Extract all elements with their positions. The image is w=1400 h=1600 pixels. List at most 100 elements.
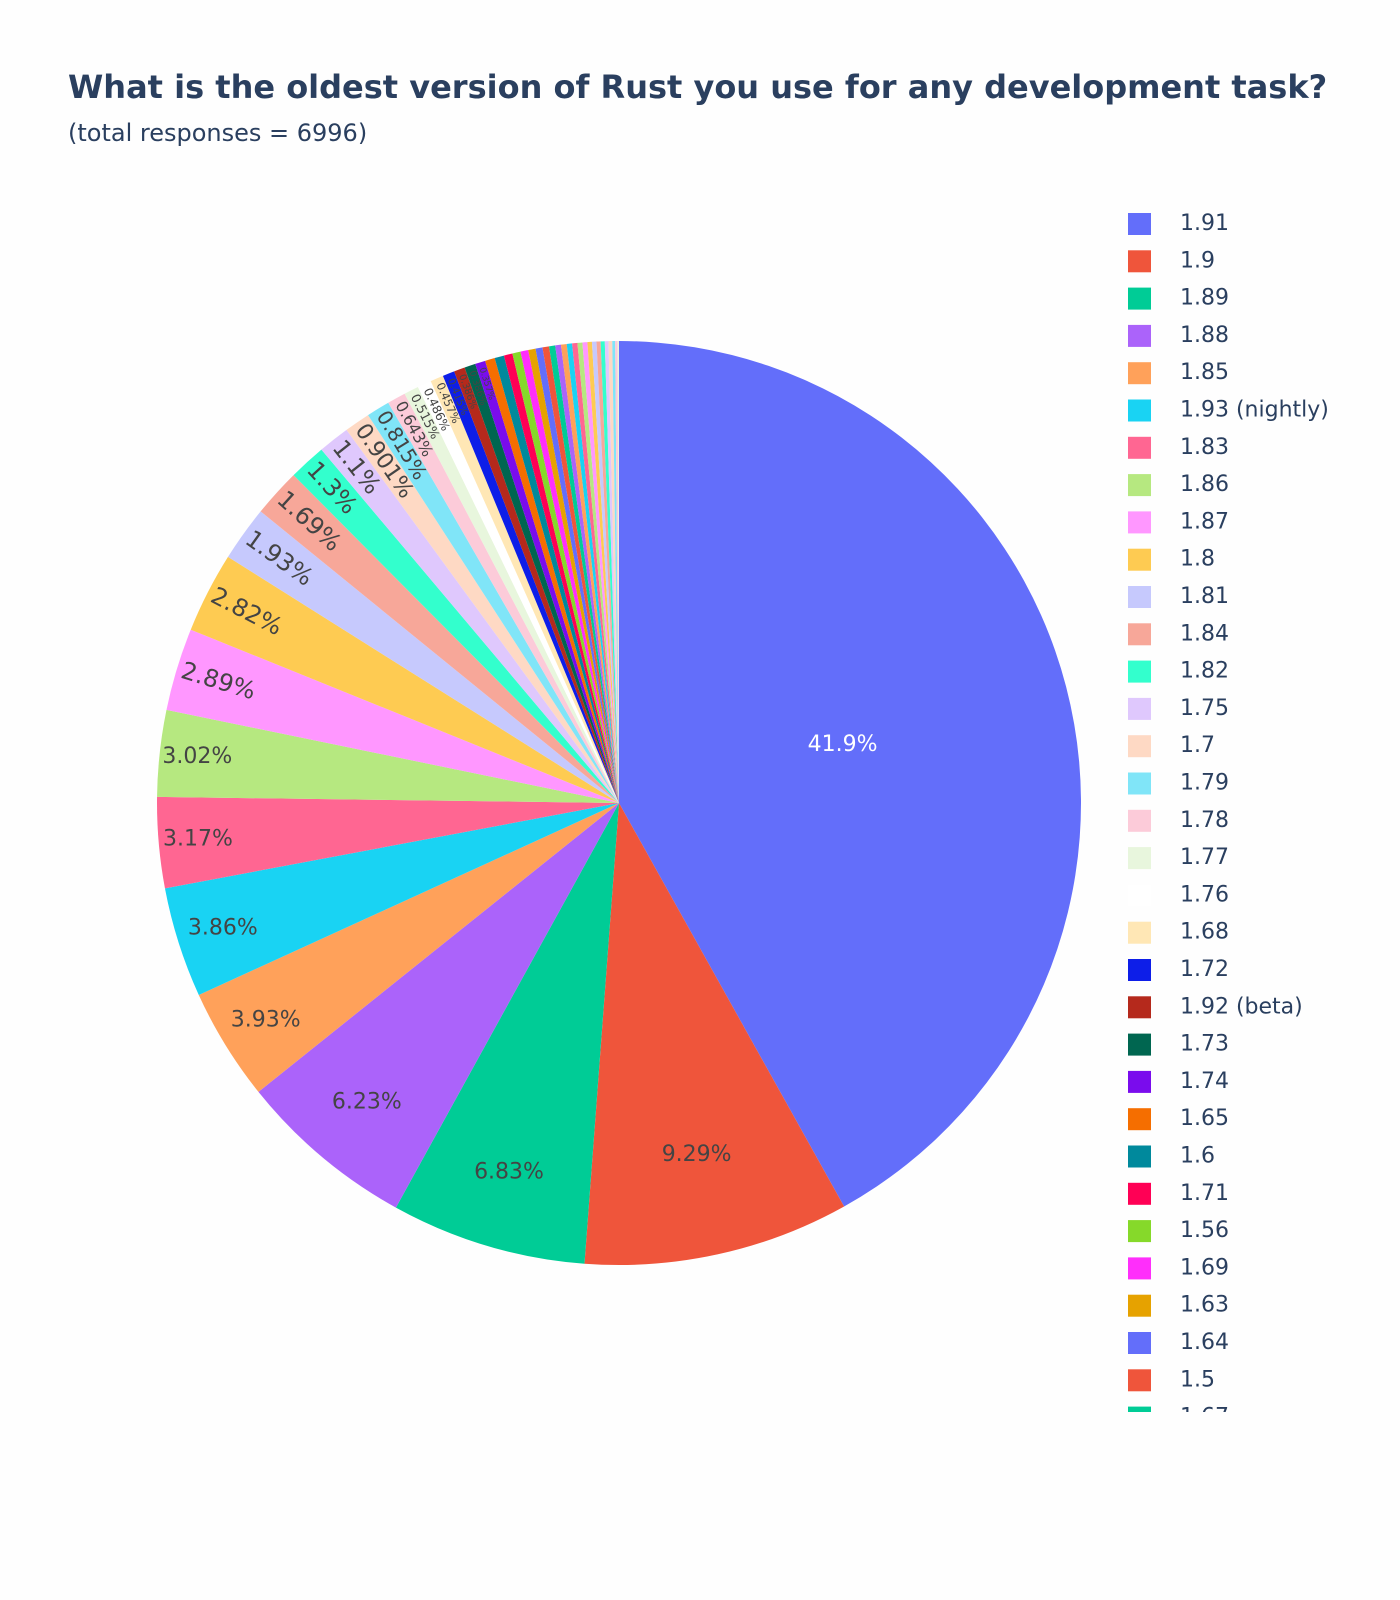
slice-label: 3.93%	[231, 1008, 301, 1033]
legend-label: 1.5	[1180, 1367, 1215, 1392]
legend-label: 1.89	[1180, 286, 1229, 311]
pie-slice	[617, 341, 619, 803]
legend-swatch	[1128, 474, 1151, 497]
pie-slice	[535, 347, 619, 803]
pie-slice	[520, 350, 619, 803]
legend-swatch	[1128, 362, 1151, 385]
legend-swatch	[1128, 548, 1151, 571]
pie-slice	[454, 367, 619, 803]
legend-swatch	[1128, 1257, 1151, 1280]
pie: 41.9% 9.29% 6.83% 6.23% 3.93% 3.86% 3.17% 3.02%…	[157, 341, 1081, 1265]
legend-swatch	[1128, 324, 1151, 347]
legend-swatch	[1128, 735, 1151, 758]
pie-slice	[442, 371, 619, 803]
pie-slice	[190, 556, 619, 803]
legend-swatch	[1128, 1369, 1151, 1392]
pie-slice	[258, 803, 619, 1208]
legend-label: 1.68	[1180, 920, 1229, 945]
slice-label: 3.86%	[188, 916, 258, 941]
slice-label: 6.83%	[474, 1159, 544, 1184]
pie-slice	[321, 429, 619, 803]
legend-swatch	[1128, 250, 1151, 273]
pie-slice	[464, 363, 619, 803]
legend-swatch	[1128, 1033, 1151, 1056]
legend-swatch	[1128, 660, 1151, 683]
legend-swatch	[1128, 809, 1151, 832]
legend-swatch	[1128, 586, 1151, 608]
legend-label: 1.6	[1180, 1144, 1215, 1169]
legend-label: 1.91	[1180, 211, 1229, 236]
pie-slice	[166, 629, 619, 803]
legend-swatch	[1128, 287, 1151, 310]
pie-slice	[619, 341, 1081, 1207]
pie-slice	[577, 342, 619, 803]
pie-slice	[604, 341, 619, 803]
legend-label: 1.69	[1180, 1255, 1229, 1280]
legend-label: 1.82	[1180, 659, 1229, 684]
pie-slice	[430, 375, 619, 803]
legend-label: 1.72	[1180, 957, 1229, 982]
pie-slice	[542, 346, 619, 803]
legend-swatch	[1128, 697, 1151, 720]
legend-label: 1.93 (nightly)	[1180, 398, 1329, 423]
chart-title: What is the oldest version of Rust you u…	[68, 68, 1327, 106]
legend-label: 1.78	[1180, 808, 1229, 833]
legend-label: 1.84	[1180, 621, 1229, 646]
legend-swatch	[1128, 1182, 1151, 1205]
legend-label: 1.83	[1180, 435, 1229, 460]
legend: 1.91 1.9 1.89 1.88 1.85 1.93 (nightly) 1.83 1.8…	[1128, 211, 1329, 1430]
pie-slice	[584, 803, 845, 1265]
legend-label: 1.64	[1180, 1330, 1229, 1355]
legend-swatch	[1128, 1070, 1151, 1093]
slice-label: 9.29%	[662, 1142, 732, 1167]
pie-slice	[612, 341, 619, 803]
legend-label: 1.9	[1180, 248, 1215, 273]
legend-label: 1.85	[1180, 360, 1229, 385]
legend-label: 1.77	[1180, 845, 1229, 870]
legend-swatch	[1128, 1220, 1151, 1243]
pie-slice	[582, 342, 619, 803]
pie-slice	[494, 355, 619, 803]
pie-slice	[560, 343, 619, 803]
slice-label: 41.9%	[808, 732, 878, 757]
pie-slice	[549, 345, 619, 803]
legend-label: 1.71	[1180, 1181, 1229, 1206]
pie-slice	[587, 341, 619, 803]
pie-slice	[608, 341, 619, 803]
pie-slice	[485, 358, 619, 803]
legend-label: 1.87	[1180, 509, 1229, 534]
pie-slice	[596, 341, 619, 803]
slice-label: 3.02%	[162, 744, 232, 769]
pie-slice	[475, 360, 619, 803]
pie-slice	[591, 341, 619, 803]
legend-label: 1.63	[1180, 1293, 1229, 1318]
legend-swatch	[1128, 1294, 1151, 1317]
pie-slice	[417, 381, 619, 803]
legend-label: 1.67	[1180, 1405, 1229, 1430]
pie-slice	[198, 803, 619, 1092]
legend-label: 1.7	[1180, 733, 1215, 758]
legend-swatch	[1128, 1145, 1151, 1168]
slice-label: 6.23%	[332, 1090, 402, 1115]
chart-subtitle: (total responses = 6996)	[68, 119, 367, 147]
pie-slice	[615, 341, 619, 803]
pie-slice	[157, 709, 619, 803]
slice-label: 3.17%	[163, 826, 233, 851]
pie-slice	[293, 449, 619, 803]
legend-label: 1.86	[1180, 472, 1229, 497]
pie-slice	[528, 348, 619, 803]
legend-swatch	[1128, 511, 1151, 534]
legend-label: 1.65	[1180, 1106, 1229, 1131]
legend-swatch	[1128, 436, 1151, 459]
pie-slice	[512, 351, 619, 803]
legend-swatch	[1128, 1332, 1151, 1354]
legend-label: 1.73	[1180, 1032, 1229, 1057]
legend-label: 1.79	[1180, 771, 1229, 796]
pie-slice	[572, 342, 619, 803]
pie-slice	[164, 803, 619, 995]
legend-swatch	[1128, 884, 1151, 907]
pie-slice	[260, 475, 619, 803]
pie-slice	[404, 387, 619, 803]
